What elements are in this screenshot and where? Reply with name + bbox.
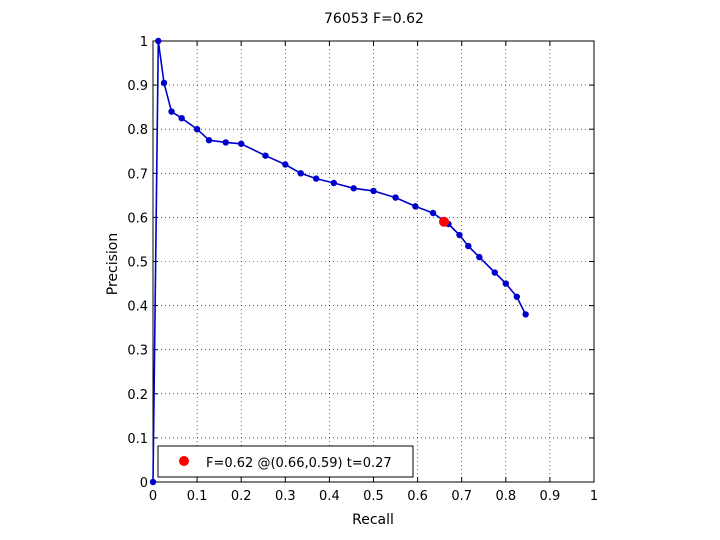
y-axis-ticks: 0 0.1 0.2 0.3 0.4 0.5 0.6 0.7 0.8 0.9 1 xyxy=(127,35,594,491)
y-tick-label: 0.1 xyxy=(127,432,148,447)
y-axis-label: Precision xyxy=(105,233,121,295)
y-tick-label: 0.5 xyxy=(127,256,148,271)
legend-box xyxy=(157,445,414,478)
pr-curve-point xyxy=(522,311,529,318)
pr-curve-point xyxy=(465,242,472,250)
pr-curve-point xyxy=(282,161,289,168)
pr-curve-point xyxy=(155,37,162,45)
x-tick-label: 0.8 xyxy=(495,489,516,504)
pr-curve-point xyxy=(205,137,213,144)
pr-curve-point xyxy=(222,139,229,146)
pr-curve-point xyxy=(429,209,437,217)
pr-curve-point xyxy=(238,140,245,147)
y-tick-label: 0 xyxy=(140,476,148,491)
pr-curve-point xyxy=(297,170,304,177)
legend-label: F=0.62 @(0.66,0.59) t=0.27 xyxy=(206,456,392,471)
pr-curve-point xyxy=(160,79,168,87)
grid xyxy=(153,41,594,482)
x-tick-label: 0 xyxy=(149,489,157,504)
x-tick-label: 0.7 xyxy=(451,489,472,504)
y-tick-label: 0.8 xyxy=(127,123,148,138)
pr-curve-point xyxy=(262,152,269,159)
pr-curve-series xyxy=(149,37,529,486)
y-tick-label: 1 xyxy=(140,35,148,50)
y-tick-label: 0.9 xyxy=(127,79,148,94)
pr-curve-point xyxy=(491,269,498,276)
y-tick-label: 0.4 xyxy=(127,300,148,315)
pr-curve-point xyxy=(513,293,521,300)
x-tick-label: 0.3 xyxy=(275,489,296,504)
pr-curve-point xyxy=(412,203,419,210)
pr-curve-point xyxy=(149,478,157,486)
best-f-point xyxy=(439,216,450,227)
pr-curve-point xyxy=(178,114,185,122)
x-tick-label: 1 xyxy=(590,489,598,504)
x-tick-label: 0.2 xyxy=(231,489,252,504)
plot-frame xyxy=(152,40,595,483)
pr-curve-point xyxy=(370,187,377,195)
pr-curve-point xyxy=(502,280,509,287)
legend: F=0.62 @(0.66,0.59) t=0.27 xyxy=(157,445,414,478)
y-tick-label: 0.3 xyxy=(127,344,148,359)
x-axis-label: Recall xyxy=(352,512,394,528)
pr-curve-point xyxy=(312,175,320,182)
best-f-point-group xyxy=(439,216,450,227)
y-tick-label: 0.2 xyxy=(127,388,148,403)
pr-curve-point xyxy=(456,231,463,239)
x-tick-label: 0.6 xyxy=(407,489,428,504)
y-tick-label: 0.7 xyxy=(127,167,148,182)
pr-curve-point xyxy=(350,185,357,192)
pr-curve-point xyxy=(193,126,201,133)
x-tick-label: 0.9 xyxy=(540,489,561,504)
pr-curve-point xyxy=(330,179,338,187)
x-tick-label: 0.5 xyxy=(363,489,384,504)
x-tick-label: 0.4 xyxy=(319,489,340,504)
legend-marker xyxy=(179,456,189,466)
pr-curve-point xyxy=(392,194,399,201)
chart-title: 76053 F=0.62 xyxy=(324,11,424,27)
pr-curve-point xyxy=(476,253,483,261)
x-tick-label: 0.1 xyxy=(187,489,208,504)
pr-curve-point xyxy=(168,108,175,115)
y-tick-label: 0.6 xyxy=(127,211,148,226)
